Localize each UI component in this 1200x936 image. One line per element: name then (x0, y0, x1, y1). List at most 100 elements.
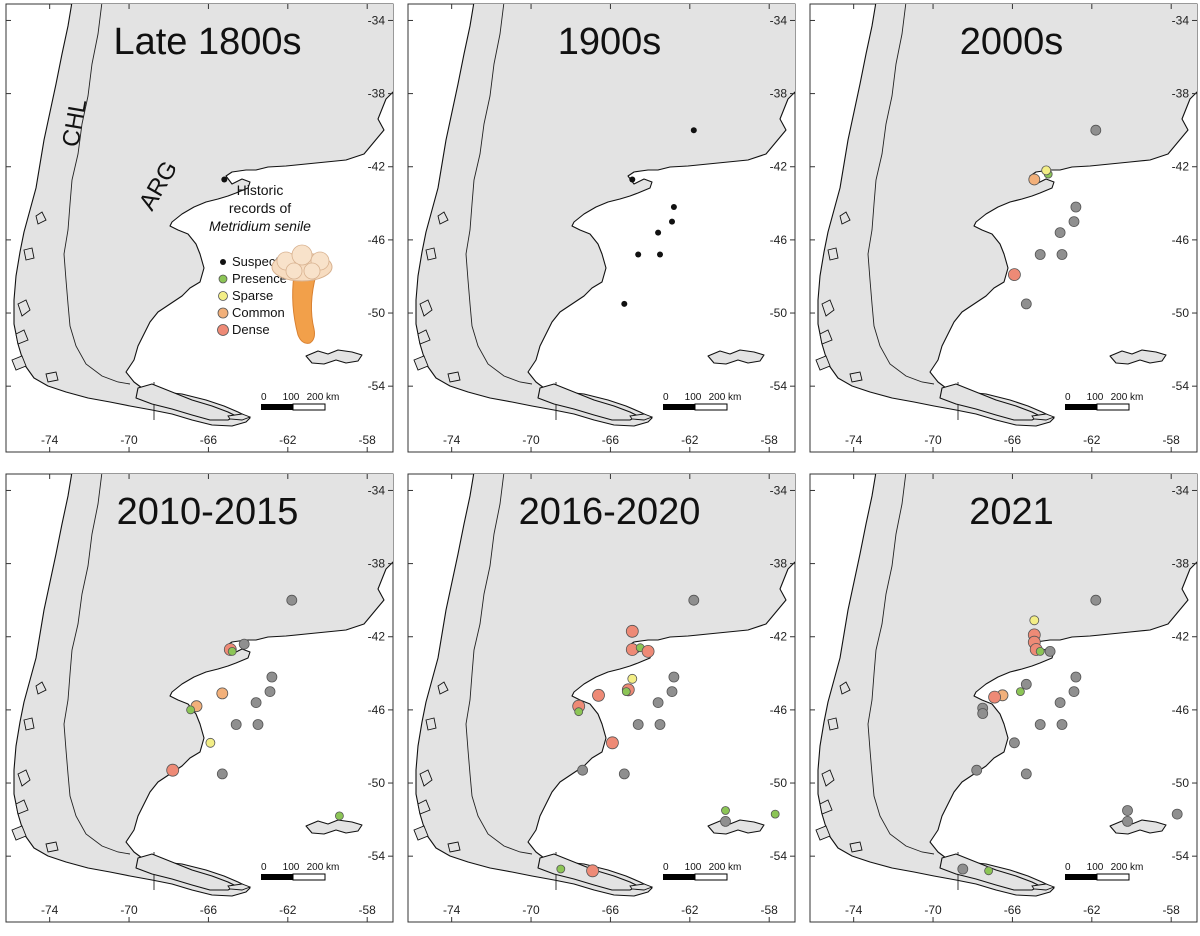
legend-title-line1: Historic (237, 182, 284, 198)
record-dot-previous (216, 768, 228, 780)
lon-tick-label: -58 (1163, 433, 1181, 447)
lat-tick-label: -46 (1172, 233, 1190, 247)
record-dot-previous (632, 719, 644, 730)
record-dot-previous (652, 697, 664, 709)
scale-bar: 0 100 200 km (1065, 862, 1143, 881)
lat-tick-label: -54 (770, 849, 788, 863)
scale-bar-label: 100 (283, 862, 300, 873)
record-dot-previous (230, 719, 242, 730)
lon-tick-label: -62 (279, 433, 297, 447)
record-dot-suspected (221, 176, 228, 183)
scale-bar-white (694, 403, 728, 411)
lat-tick-label: -38 (1172, 87, 1190, 101)
lon-tick-label: -62 (681, 433, 699, 447)
record-dot-presence (770, 809, 780, 819)
lat-tick-label: -34 (368, 13, 386, 27)
lat-tick-label: -38 (1172, 557, 1190, 571)
lon-tick-label: -74 (41, 433, 59, 447)
lat-tick-label: -54 (368, 849, 386, 863)
record-dot-suspected (621, 300, 628, 307)
lat-tick-label: -46 (368, 703, 386, 717)
map-panel-5: 2016-2020 -74 -70 -66 -62 -58 -34 -38 -42 -46 -50 -… (407, 473, 796, 923)
lon-tick-label: -62 (1083, 433, 1101, 447)
record-dot-sparse (627, 673, 638, 684)
record-dot-previous (688, 594, 700, 606)
scale-bar-label: 200 km (1111, 392, 1144, 403)
record-dot-presence (227, 646, 237, 656)
record-dot-previous (971, 764, 983, 776)
lon-tick-label: -74 (443, 903, 461, 917)
record-dot-suspected (655, 229, 662, 236)
legend-title-line2: records of (229, 200, 291, 216)
lon-tick-label: -70 (522, 903, 540, 917)
lon-tick-label: -66 (200, 903, 218, 917)
panel-title: 1900s (558, 21, 662, 63)
lon-tick-label: -58 (359, 903, 377, 917)
lon-tick-label: -70 (924, 433, 942, 447)
record-dot-dense (166, 763, 180, 777)
record-dot-previous (1054, 227, 1066, 239)
record-dot-previous (1054, 697, 1066, 709)
legend-label-dense: Dense (232, 322, 270, 337)
scale-bar: 0 100 200 km (1065, 392, 1144, 411)
legend-label-common: Common (232, 305, 285, 320)
record-dot-dense (586, 864, 600, 878)
lat-tick-label: -42 (1172, 160, 1190, 174)
record-dot-suspected (657, 251, 663, 258)
lon-tick-label: -58 (761, 433, 779, 447)
scale-bar: 0 100 200 km (261, 862, 339, 881)
panel-title: 2000s (960, 21, 1064, 63)
record-dot-previous (1068, 686, 1080, 698)
panel-title: 2010-2015 (117, 491, 299, 533)
lat-tick-label: -50 (1172, 776, 1190, 790)
map-panel-1: Late 1800s -74 -70 -66 -62 -58 -34 -38 -42 -46 -50… (5, 3, 394, 453)
record-dot-presence (1015, 687, 1025, 697)
record-dot-previous (1056, 249, 1068, 260)
lat-tick-label: -50 (368, 776, 386, 790)
scale-bar-black (1065, 874, 1097, 880)
record-dot-previous (1034, 249, 1046, 260)
record-dot-suspected (669, 218, 675, 225)
record-dot-previous (1090, 594, 1102, 606)
record-dot-presence (574, 707, 584, 717)
lon-tick-label: -74 (41, 903, 59, 917)
scale-bar-label: 100 (1087, 392, 1104, 403)
lat-tick-label: -54 (1172, 849, 1190, 863)
record-dot-previous (252, 719, 264, 730)
scale-bar-label: 100 (283, 392, 300, 403)
lon-tick-label: -70 (120, 903, 138, 917)
lat-tick-label: -46 (368, 233, 386, 247)
lat-tick-label: -42 (1172, 630, 1190, 644)
legend-dot-presence (218, 274, 228, 284)
scale-bar-white (1096, 873, 1130, 881)
lat-tick-label: -50 (770, 306, 788, 320)
lat-tick-label: -34 (770, 483, 788, 497)
record-dot-dense (988, 690, 1002, 704)
panel-map-area (810, 4, 1197, 427)
scale-bar-label: 200 km (307, 392, 340, 403)
record-dot-presence (334, 811, 344, 821)
record-dot-previous (1070, 671, 1082, 683)
lat-tick-label: -34 (770, 13, 788, 27)
legend-label-presence: Presence (232, 271, 287, 286)
lat-tick-label: -38 (368, 87, 386, 101)
record-dot-dense (592, 688, 605, 702)
scale-bar-label: 100 (685, 862, 702, 873)
lat-tick-label: -54 (1172, 379, 1190, 393)
lat-tick-label: -54 (368, 379, 386, 393)
record-dot-sparse (205, 737, 216, 748)
legend-dot-sparse (218, 291, 228, 301)
lat-tick-label: -46 (770, 233, 788, 247)
lat-tick-label: -34 (1172, 13, 1190, 27)
lat-tick-label: -34 (1172, 483, 1190, 497)
scale-bar: 0 100 200 km (261, 392, 340, 411)
lat-tick-label: -38 (368, 557, 386, 571)
lon-tick-label: -58 (1163, 903, 1181, 917)
record-dot-previous (977, 708, 989, 719)
record-dot-previous (654, 719, 666, 730)
record-dot-presence (186, 705, 196, 715)
scale-bar: 0 100 200 km (663, 392, 741, 411)
scale-bar: 0 100 200 km (663, 862, 741, 881)
panel-map-area (408, 4, 795, 427)
lon-tick-label: -74 (845, 433, 863, 447)
